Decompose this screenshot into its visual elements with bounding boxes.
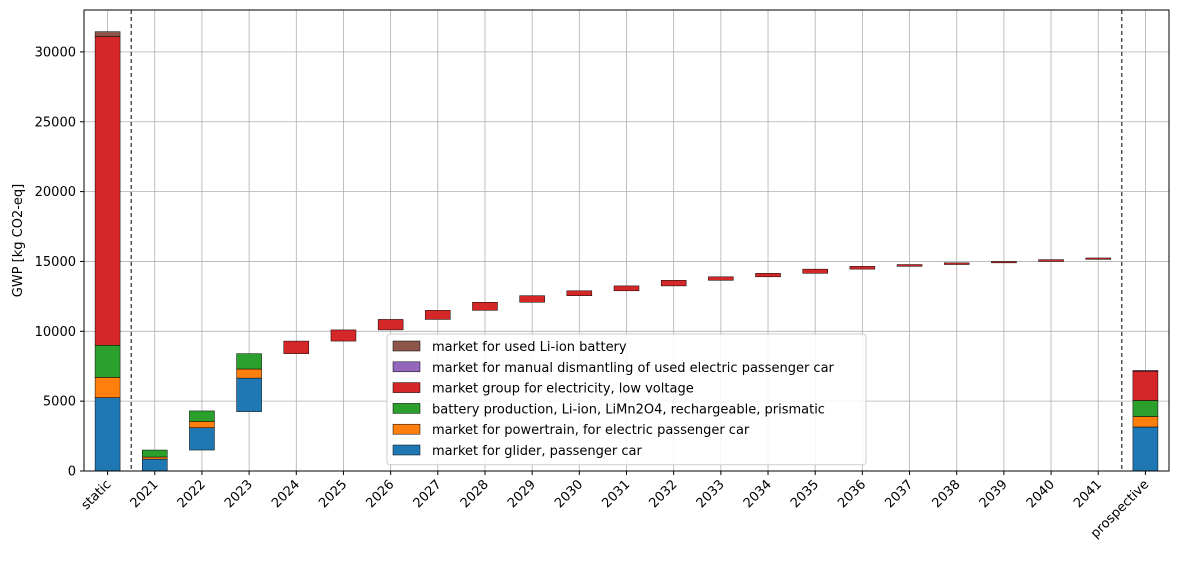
x-tick-label: 2038 bbox=[930, 477, 964, 511]
x-tick-label: 2035 bbox=[788, 477, 822, 511]
x-tick-label: 2039 bbox=[977, 477, 1011, 511]
legend-swatch bbox=[392, 403, 421, 414]
bar-segment bbox=[1038, 259, 1064, 262]
bar-segment bbox=[283, 340, 310, 354]
x-tick-label: 2041 bbox=[1071, 477, 1105, 511]
bar-segment bbox=[519, 295, 545, 303]
bar-segment bbox=[236, 377, 262, 412]
legend-box bbox=[386, 333, 867, 466]
bar-segment bbox=[425, 310, 451, 320]
bar-segment bbox=[1132, 370, 1159, 372]
bar-segment bbox=[189, 421, 215, 428]
legend-label: battery production, Li-ion, LiMn2O4, rec… bbox=[432, 402, 825, 417]
x-tick-label: 2025 bbox=[316, 477, 350, 511]
y-tick-label: 15000 bbox=[35, 255, 76, 270]
bar-segment bbox=[94, 397, 121, 472]
bar-segment bbox=[94, 31, 121, 37]
x-tick-label: static bbox=[79, 477, 115, 513]
legend-label: market group for electricity, low voltag… bbox=[432, 382, 694, 397]
legend-swatch bbox=[392, 444, 421, 456]
x-tick-label: 2036 bbox=[835, 477, 869, 511]
bar-segment bbox=[330, 329, 357, 342]
bar-segment bbox=[377, 319, 404, 331]
bar-segment bbox=[566, 290, 593, 296]
bar-segment bbox=[94, 377, 121, 398]
y-tick-label: 30000 bbox=[35, 45, 76, 60]
y-axis-label: GWP [kg CO2-eq] bbox=[11, 184, 26, 297]
legend-swatch bbox=[392, 423, 421, 435]
bar-segment bbox=[849, 266, 876, 270]
y-tick-label: 0 bbox=[68, 465, 76, 480]
bar-segment bbox=[943, 262, 970, 265]
x-tick-label: 2026 bbox=[363, 477, 397, 511]
legend: market for used Li-ion battery market for… bbox=[386, 333, 867, 466]
bar-segment bbox=[1132, 416, 1159, 428]
x-tick-label: 2029 bbox=[505, 477, 539, 511]
bar-segment bbox=[708, 276, 734, 281]
bar-segment bbox=[94, 345, 121, 378]
bar-segment bbox=[660, 280, 687, 287]
x-tick-label: 2022 bbox=[175, 477, 209, 511]
bar-segment bbox=[189, 410, 215, 422]
bar-segment bbox=[189, 427, 215, 451]
x-tick-label: 2027 bbox=[411, 477, 445, 511]
bar-segment bbox=[1085, 257, 1111, 260]
x-tick-label: 2032 bbox=[646, 477, 680, 511]
legend-label: market for powertrain, for electric pass… bbox=[432, 423, 750, 438]
bars bbox=[94, 31, 1159, 472]
y-tick-label: 20000 bbox=[35, 185, 76, 200]
x-tick-label: 2023 bbox=[222, 477, 256, 511]
bar-segment bbox=[236, 368, 262, 379]
bar-segment bbox=[755, 273, 781, 278]
x-tick-label: 2037 bbox=[882, 477, 916, 511]
x-tick-label: 2030 bbox=[552, 477, 586, 511]
y-tick-label: 5000 bbox=[43, 395, 76, 410]
bar-segment bbox=[472, 301, 498, 311]
y-tick-label: 25000 bbox=[35, 115, 76, 130]
bar-segment bbox=[142, 456, 168, 460]
bar-segment bbox=[1132, 400, 1159, 417]
x-tick-label: 2031 bbox=[599, 477, 633, 511]
legend-label: market for manual dismantling of used el… bbox=[432, 361, 835, 376]
bar-segment bbox=[1132, 370, 1159, 401]
bar-segment bbox=[94, 36, 121, 346]
x-tick-label: 2024 bbox=[269, 477, 303, 511]
x-tick-label: 2021 bbox=[128, 477, 162, 511]
legend-swatch bbox=[392, 340, 421, 352]
x-tick-label: 2040 bbox=[1024, 477, 1058, 511]
bar-segment bbox=[802, 268, 828, 274]
bar-segment bbox=[896, 264, 923, 267]
bar-segment bbox=[236, 353, 262, 370]
bar-segment bbox=[613, 285, 640, 292]
y-tick-label: 10000 bbox=[35, 325, 76, 340]
legend-swatch bbox=[392, 382, 421, 393]
bar-segment bbox=[1132, 426, 1159, 472]
legend-swatch bbox=[392, 361, 421, 373]
bar-segment bbox=[991, 261, 1017, 264]
x-tick-label: 2034 bbox=[741, 477, 775, 511]
x-tick-label: 2033 bbox=[694, 477, 728, 511]
x-tick-label: 2028 bbox=[458, 477, 492, 511]
y-axis: 0 5000 10000 15000 20000 25000 30000 bbox=[35, 45, 84, 480]
bar-segment bbox=[142, 449, 168, 458]
legend-label: market for used Li-ion battery bbox=[432, 340, 627, 355]
legend-label: market for glider, passenger car bbox=[432, 444, 642, 459]
bar-segment bbox=[142, 458, 168, 472]
x-axis: static 2021 2022 2023 2024 2025 2026 2027 2028 20… bbox=[79, 471, 1152, 541]
